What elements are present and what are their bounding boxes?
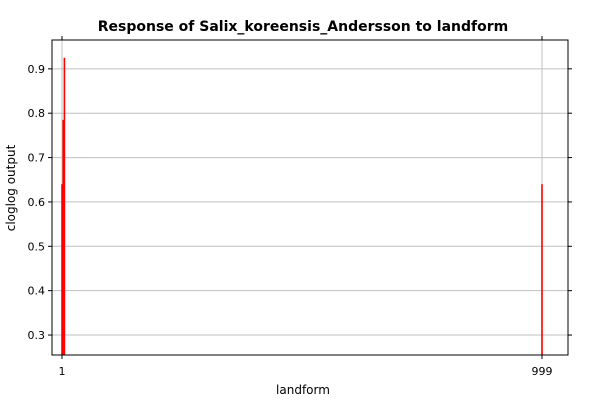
- y-tick-label: 0.9: [28, 63, 46, 76]
- bar-landform-3: [63, 57, 66, 355]
- x-axis-label: landform: [276, 383, 330, 397]
- x-axis-ticks: 1 999: [59, 36, 553, 378]
- plot-frame: [51, 39, 569, 356]
- bar-landform-2: [62, 119, 64, 355]
- x-tick-label: 1: [59, 365, 66, 378]
- y-tick-label: 0.3: [28, 329, 46, 342]
- bars: [61, 57, 543, 355]
- y-tick-label: 0.6: [28, 196, 46, 209]
- y-tick-label: 0.4: [28, 285, 46, 298]
- chart-title: Response of Salix_koreensis_Andersson to…: [98, 19, 509, 35]
- y-axis-ticks: 0.3 0.4 0.5 0.6 0.7 0.8 0.9: [28, 63, 572, 342]
- bar-landform-1: [61, 184, 63, 355]
- y-axis-label: cloglog output: [4, 144, 18, 231]
- y-tick-label: 0.8: [28, 107, 46, 120]
- bar-landform-999: [541, 184, 543, 355]
- y-tick-label: 0.5: [28, 240, 46, 253]
- y-tick-label: 0.7: [28, 152, 46, 165]
- x-tick-label: 999: [532, 365, 553, 378]
- gridlines: [52, 40, 568, 355]
